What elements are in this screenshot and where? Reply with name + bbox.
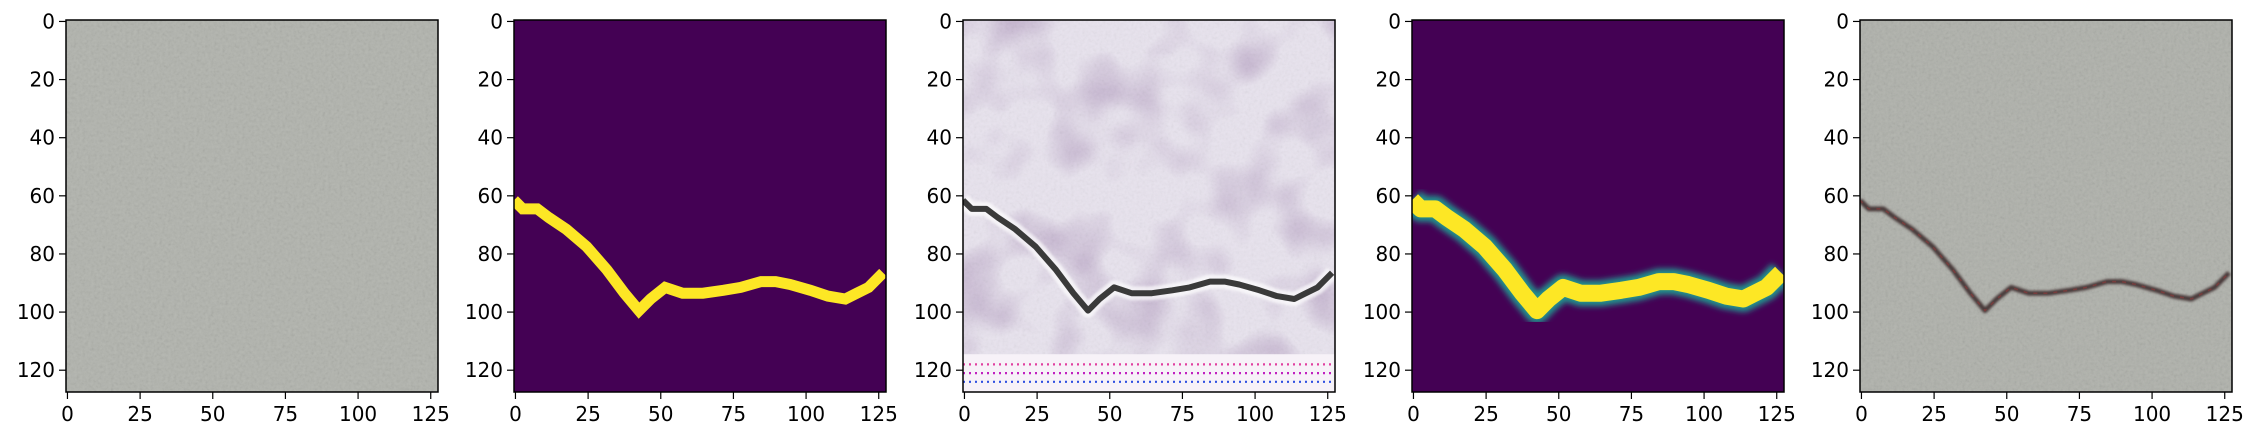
y-tick-label: 20: [1376, 68, 1401, 92]
panel-predicted-mask: 0 25 50 75 100 125 0 20 40 60 80 100 120: [1363, 9, 1796, 426]
x-tick-label: 25: [1921, 402, 1946, 426]
x-tick-label: 125: [860, 402, 898, 426]
y-tick-label: 20: [478, 68, 503, 92]
panel-overlay-texture: 0 25 50 75 100 125 0 20 40 60 80 100 120: [1811, 9, 2244, 426]
x-tick-label: 0: [958, 402, 971, 426]
axes-frame: [962, 19, 1336, 393]
axes-frame: [65, 19, 439, 393]
x-tick-label: 75: [721, 402, 746, 426]
x-tick-label: 0: [1855, 402, 1868, 426]
axes-frame: [1411, 19, 1785, 393]
x-tick-label: 100: [1685, 402, 1723, 426]
x-tick-label: 50: [1994, 402, 2019, 426]
y-tick-label: 60: [478, 184, 503, 208]
x-tick-label: 50: [648, 402, 673, 426]
y-tick-label: 0: [1388, 9, 1401, 33]
y-tick-label: 80: [927, 242, 952, 266]
crack-mask: [514, 196, 886, 319]
x-tick-label: 125: [2206, 402, 2244, 426]
x-tick-label: 25: [1024, 402, 1049, 426]
x-tick-label: 75: [1619, 402, 1644, 426]
y-tick-label: 20: [30, 68, 55, 92]
y-tick-label: 120: [465, 358, 503, 382]
y-tick-label: 60: [927, 184, 952, 208]
x-tick-label: 50: [1097, 402, 1122, 426]
y-tick-label: 60: [30, 184, 55, 208]
y-tick-label: 120: [1811, 358, 1849, 382]
y-tick-label: 40: [1376, 126, 1401, 150]
panel-ground-truth-mask: 0 25 50 75 100 125 0 20 40 60 80 100 120: [465, 9, 898, 426]
x-tick-label: 100: [339, 402, 377, 426]
y-tick-label: 40: [30, 126, 55, 150]
y-tick-label: 40: [478, 126, 503, 150]
x-tick-label: 75: [2067, 402, 2092, 426]
y-tick-label: 0: [490, 9, 503, 33]
crack-line: [963, 198, 1335, 314]
y-tick-label: 100: [914, 300, 952, 324]
predicted-mask-image: [1412, 20, 1784, 392]
y-tick-label: 40: [1824, 126, 1849, 150]
x-tick-label: 50: [200, 402, 225, 426]
y-tick-label: 100: [1811, 300, 1849, 324]
panel-generated-texture: 0 25 50 75 100 125 0 20 40 60 80 100 120: [914, 9, 1347, 426]
generated-texture-image: [963, 20, 1335, 392]
y-tick-label: 20: [1824, 68, 1849, 92]
y-tick-label: 80: [1824, 242, 1849, 266]
x-tick-label: 125: [412, 402, 450, 426]
input-texture-image: [66, 20, 438, 392]
y-tick-label: 120: [1363, 358, 1401, 382]
axes-frame: [513, 19, 887, 393]
y-tick-label: 40: [927, 126, 952, 150]
y-tick-label: 80: [30, 242, 55, 266]
x-tick-label: 100: [1236, 402, 1274, 426]
ground-truth-mask-image: [514, 20, 886, 392]
y-tick-label: 0: [939, 9, 952, 33]
y-tick-label: 100: [17, 300, 55, 324]
y-tick-label: 80: [478, 242, 503, 266]
y-tick-label: 0: [1836, 9, 1849, 33]
x-tick-label: 0: [1407, 402, 1420, 426]
y-tick-label: 120: [914, 358, 952, 382]
x-tick-label: 125: [1758, 402, 1796, 426]
crack-line: [1860, 198, 2231, 314]
x-tick-label: 25: [127, 402, 152, 426]
y-tick-label: 120: [17, 358, 55, 382]
x-tick-label: 25: [1473, 402, 1498, 426]
y-tick-label: 20: [927, 68, 952, 92]
x-tick-label: 50: [1546, 402, 1571, 426]
axes-frame: [1859, 19, 2233, 393]
x-tick-label: 125: [1309, 402, 1347, 426]
x-tick-label: 25: [575, 402, 600, 426]
x-tick-label: 75: [273, 402, 298, 426]
x-tick-label: 100: [787, 402, 825, 426]
y-tick-label: 80: [1376, 242, 1401, 266]
y-tick-label: 0: [42, 9, 55, 33]
x-tick-label: 75: [1170, 402, 1195, 426]
overlay-texture-image: [1860, 20, 2232, 392]
panel-input-texture: 0 25 50 75 100 125 0 20 40 60 80 100 120: [17, 9, 450, 426]
x-tick-label: 0: [61, 402, 74, 426]
x-tick-label: 100: [2133, 402, 2171, 426]
y-tick-label: 60: [1824, 184, 1849, 208]
y-tick-label: 100: [465, 300, 503, 324]
crack-prediction: [1412, 194, 1784, 320]
y-tick-label: 100: [1363, 300, 1401, 324]
y-tick-label: 60: [1376, 184, 1401, 208]
x-tick-label: 0: [509, 402, 522, 426]
